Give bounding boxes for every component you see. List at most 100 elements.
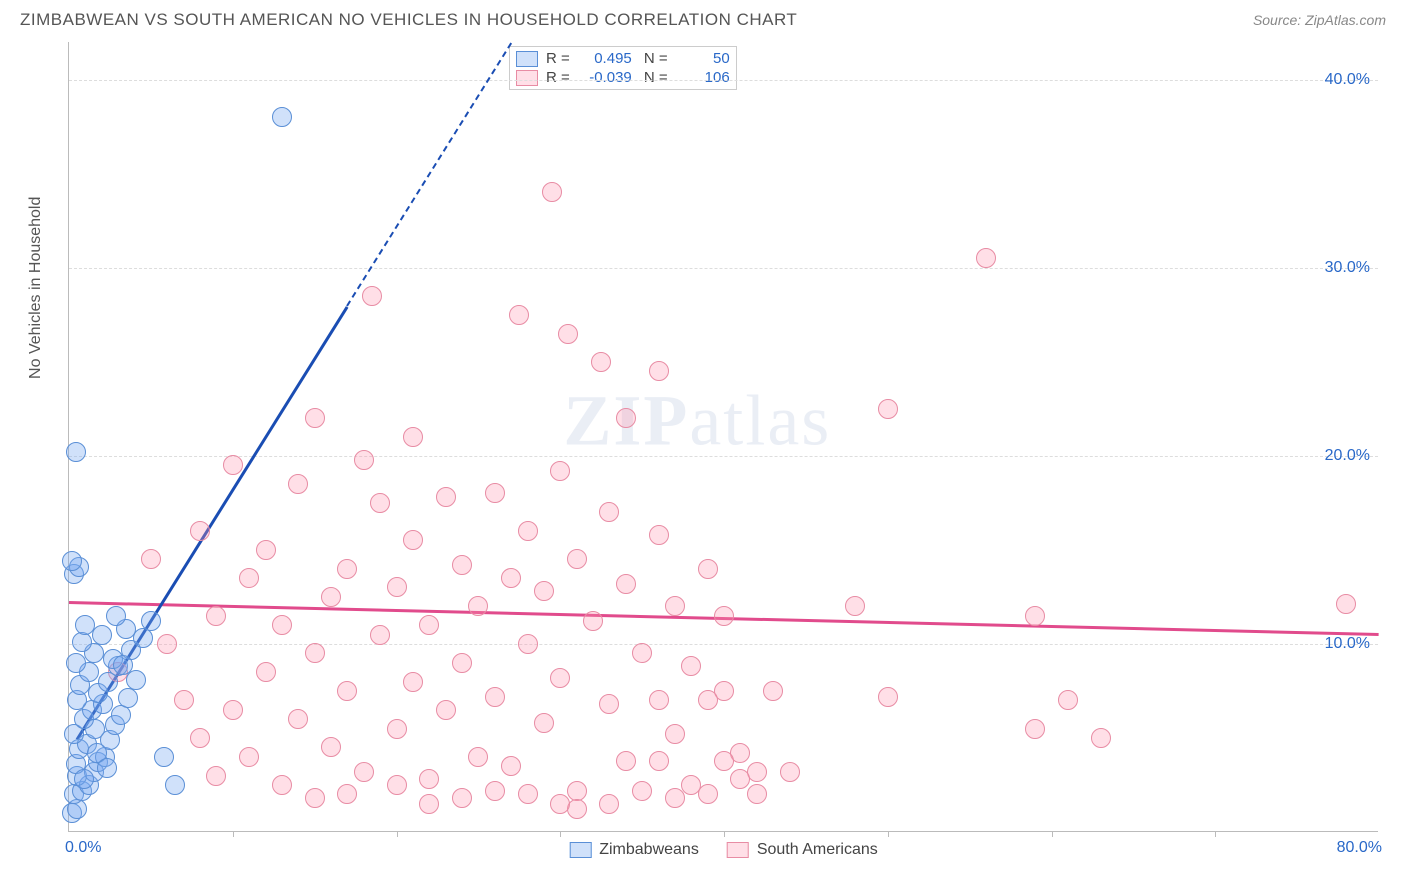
pink-point	[272, 615, 292, 635]
legend-swatch	[569, 842, 591, 858]
stat-r-label: R =	[546, 69, 570, 86]
x-tick	[888, 831, 889, 837]
pink-point	[468, 747, 488, 767]
blue-point	[272, 107, 292, 127]
pink-point	[321, 737, 341, 757]
pink-point	[681, 656, 701, 676]
blue-point	[113, 655, 133, 675]
grid-line	[69, 80, 1378, 81]
blue-point	[72, 632, 92, 652]
chart-container: No Vehicles in Household ZIPatlas R =0.4…	[40, 42, 1380, 862]
x-end-label: 80.0%	[1337, 839, 1382, 857]
pink-point	[558, 324, 578, 344]
pink-point	[403, 672, 423, 692]
pink-point	[288, 474, 308, 494]
pink-point	[509, 305, 529, 325]
pink-point	[1091, 728, 1111, 748]
pink-point	[485, 483, 505, 503]
legend-label: South Americans	[757, 841, 878, 859]
x-tick	[1215, 831, 1216, 837]
pink-point	[649, 690, 669, 710]
grid-line	[69, 456, 1378, 457]
blue-point	[66, 653, 86, 673]
pink-point	[1025, 606, 1045, 626]
pink-point	[337, 559, 357, 579]
stat-n-value: 50	[676, 50, 730, 67]
pink-point	[665, 788, 685, 808]
pink-point	[550, 461, 570, 481]
stat-n-value: 106	[676, 69, 730, 86]
stats-box: R =0.495 N =50R = -0.039 N = 106	[509, 46, 737, 90]
pink-point	[550, 794, 570, 814]
pink-point	[337, 681, 357, 701]
pink-point	[370, 625, 390, 645]
pink-point	[141, 549, 161, 569]
pink-point	[616, 751, 636, 771]
pink-point	[567, 781, 587, 801]
pink-point	[599, 694, 619, 714]
grid-line	[69, 268, 1378, 269]
x-tick	[560, 831, 561, 837]
pink-point	[223, 700, 243, 720]
y-tick-label: 20.0%	[1325, 447, 1370, 465]
pink-point	[616, 408, 636, 428]
pink-point	[632, 781, 652, 801]
pink-point	[1025, 719, 1045, 739]
pink-point	[419, 794, 439, 814]
pink-point	[206, 766, 226, 786]
pink-point	[452, 653, 472, 673]
pink-point	[780, 762, 800, 782]
legend-item: Zimbabweans	[569, 841, 699, 859]
pink-point	[452, 788, 472, 808]
blue-point	[126, 670, 146, 690]
legend-swatch	[727, 842, 749, 858]
pink-point	[542, 182, 562, 202]
stat-r-value: -0.039	[578, 69, 632, 86]
pink-point	[567, 549, 587, 569]
pink-point	[321, 587, 341, 607]
x-tick	[397, 831, 398, 837]
pink-point	[698, 690, 718, 710]
pink-point	[337, 784, 357, 804]
pink-point	[223, 455, 243, 475]
pink-point	[403, 427, 423, 447]
pink-point	[354, 762, 374, 782]
pink-point	[419, 769, 439, 789]
grid-line	[69, 644, 1378, 645]
x-start-label: 0.0%	[65, 839, 101, 857]
pink-point	[616, 574, 636, 594]
pink-point	[591, 352, 611, 372]
stats-row: R =0.495 N =50	[516, 49, 730, 68]
plot-area: ZIPatlas R =0.495 N =50R =-0.039 N =106 …	[68, 42, 1378, 832]
pink-point	[698, 559, 718, 579]
pink-point	[649, 751, 669, 771]
pink-point	[501, 568, 521, 588]
pink-point	[501, 756, 521, 776]
y-axis-label: No Vehicles in Household	[27, 197, 45, 379]
pink-point	[878, 687, 898, 707]
pink-point	[714, 751, 734, 771]
pink-point	[665, 724, 685, 744]
pink-point	[534, 581, 554, 601]
pink-point	[730, 769, 750, 789]
pink-point	[976, 248, 996, 268]
pink-point	[649, 525, 669, 545]
bottom-legend: Zimbabweans South Americans	[569, 841, 878, 859]
pink-point	[174, 690, 194, 710]
x-tick	[233, 831, 234, 837]
pink-point	[305, 643, 325, 663]
stat-n-label: N =	[640, 69, 668, 86]
pink-point	[436, 487, 456, 507]
pink-point	[550, 668, 570, 688]
pink-point	[599, 502, 619, 522]
pink-point	[878, 399, 898, 419]
pink-point	[206, 606, 226, 626]
pink-point	[649, 361, 669, 381]
blue-point	[154, 747, 174, 767]
pink-point	[485, 781, 505, 801]
pink-point	[256, 540, 276, 560]
blue-point	[97, 758, 117, 778]
pink-point	[256, 662, 276, 682]
pink-point	[518, 634, 538, 654]
chart-title: ZIMBABWEAN VS SOUTH AMERICAN NO VEHICLES…	[20, 10, 797, 30]
